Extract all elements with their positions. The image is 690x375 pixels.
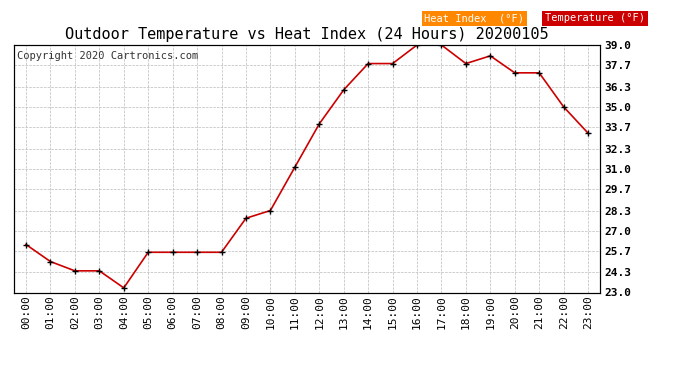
Text: Copyright 2020 Cartronics.com: Copyright 2020 Cartronics.com [17,51,199,61]
Title: Outdoor Temperature vs Heat Index (24 Hours) 20200105: Outdoor Temperature vs Heat Index (24 Ho… [66,27,549,42]
Text: Heat Index  (°F): Heat Index (°F) [424,13,524,23]
Text: Temperature (°F): Temperature (°F) [545,13,645,23]
